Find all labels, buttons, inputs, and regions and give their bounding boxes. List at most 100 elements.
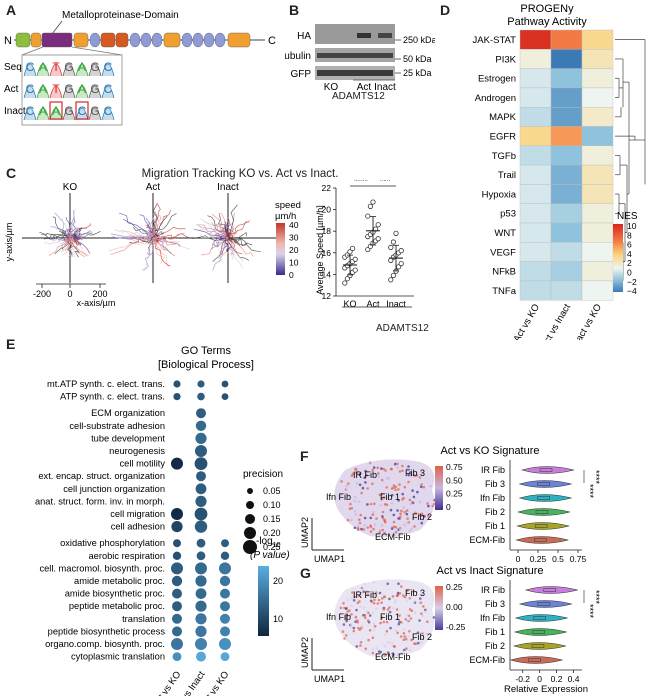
heatmap-cell bbox=[550, 87, 583, 108]
violin-shape bbox=[518, 480, 572, 488]
expression-colorbar-tick: 0.50 bbox=[446, 475, 463, 485]
base-letter: G bbox=[64, 82, 73, 96]
umap-point bbox=[403, 648, 406, 652]
umap-point bbox=[403, 523, 406, 527]
go-dot bbox=[172, 626, 182, 637]
umap-point bbox=[384, 520, 387, 524]
umap-point bbox=[354, 495, 357, 499]
heatmap-cell bbox=[550, 29, 583, 50]
go-dot bbox=[172, 551, 182, 560]
protein-domain-1 bbox=[15, 32, 31, 48]
heatmap-cell bbox=[519, 68, 552, 89]
go-term-label: cell motility bbox=[120, 459, 166, 469]
speed-point bbox=[347, 249, 353, 255]
track-plot-act bbox=[105, 193, 201, 283]
speed-point bbox=[390, 239, 396, 245]
go-dot bbox=[220, 588, 230, 599]
expression-colorbar-tick: 0.00 bbox=[446, 602, 463, 612]
heatmap-cell bbox=[581, 184, 614, 204]
speed-point bbox=[352, 267, 358, 273]
umap-point bbox=[357, 500, 361, 503]
umap-point bbox=[352, 599, 356, 602]
go-term-label: peptide biosynthetic process bbox=[48, 626, 166, 636]
umap-point bbox=[408, 630, 411, 633]
umap-point bbox=[401, 469, 404, 472]
migration-track bbox=[200, 218, 229, 239]
umap-point bbox=[374, 607, 378, 610]
umap-point bbox=[374, 591, 378, 594]
chromatogram-peak bbox=[62, 107, 76, 121]
umap-point bbox=[409, 473, 413, 477]
violin-x-tick-label: 0.4 bbox=[568, 674, 580, 684]
go-term-label: aerobic respiration bbox=[89, 551, 165, 561]
umap-point bbox=[396, 509, 399, 512]
heatmap-cell bbox=[519, 203, 552, 224]
umap-cluster-label: Fib 1 bbox=[380, 612, 400, 622]
heatmap-row-label: NFkB bbox=[492, 267, 516, 278]
umap-point bbox=[405, 509, 409, 512]
umap-point bbox=[380, 467, 383, 470]
migration-track bbox=[119, 212, 154, 239]
umap-point bbox=[382, 467, 385, 471]
violin-label: Ifn Fib bbox=[480, 493, 505, 503]
umap-point bbox=[391, 652, 395, 655]
umap-point bbox=[371, 513, 375, 516]
umap-point bbox=[423, 515, 426, 518]
c-terminus-label: C bbox=[268, 35, 276, 47]
protein-domain-2 bbox=[30, 32, 42, 48]
speed-point bbox=[349, 245, 356, 252]
umap-point bbox=[380, 478, 384, 482]
sequence-box bbox=[21, 54, 123, 126]
umap-point bbox=[342, 623, 346, 626]
violin-box bbox=[537, 602, 551, 606]
go-dot bbox=[172, 588, 182, 599]
chromatogram-peak bbox=[62, 85, 76, 99]
heatmap-row-label: Trail bbox=[498, 170, 516, 181]
umap-point bbox=[359, 605, 362, 608]
umap-point bbox=[363, 476, 366, 479]
umap-point bbox=[392, 513, 396, 517]
umap-point bbox=[368, 629, 372, 632]
heatmap-cell bbox=[519, 222, 552, 243]
umap-point bbox=[390, 501, 394, 505]
violin-sig: **** bbox=[591, 590, 601, 605]
umap2-label: UMAP2 bbox=[300, 637, 310, 668]
migration-track bbox=[48, 237, 71, 256]
base-letter: C bbox=[104, 104, 113, 118]
migration-track bbox=[227, 237, 244, 262]
heatmap-cell bbox=[550, 280, 583, 301]
umap-point bbox=[417, 513, 421, 517]
heatmap-title-2: Pathway Activity bbox=[507, 16, 587, 28]
track-x-tick-label: -200 bbox=[33, 289, 51, 299]
umap-point bbox=[403, 485, 407, 489]
umap-point bbox=[369, 502, 373, 506]
go-term-label: cell adhesion bbox=[111, 522, 165, 532]
blot-label-tubulin: Tubulin bbox=[285, 51, 311, 62]
violin-sig: **** bbox=[591, 470, 601, 485]
umap-point bbox=[390, 493, 394, 497]
umap-point bbox=[392, 520, 396, 524]
umap-point bbox=[396, 631, 399, 635]
heatmap-column-label: Act vs Inact bbox=[539, 302, 573, 340]
go-title-2: [Biological Process] bbox=[158, 359, 254, 371]
violin-x-tick-label: 0 bbox=[537, 674, 542, 684]
umap-point bbox=[422, 485, 426, 489]
migration-track bbox=[224, 237, 232, 252]
umap-point bbox=[429, 485, 432, 488]
go-dot bbox=[195, 575, 207, 587]
chromatogram-peak bbox=[75, 63, 89, 77]
go-term-label: tube development bbox=[91, 433, 165, 443]
expression-colorbar bbox=[435, 466, 443, 510]
heatmap-cell bbox=[581, 106, 614, 127]
umap-point bbox=[388, 606, 391, 609]
umap-point bbox=[381, 515, 384, 518]
umap-point bbox=[400, 651, 404, 655]
go-dot bbox=[196, 408, 206, 419]
umap-point bbox=[359, 513, 362, 517]
heatmap-row-label: p53 bbox=[500, 209, 516, 220]
umap-point bbox=[398, 470, 402, 473]
umap-point bbox=[369, 525, 373, 529]
umap-point bbox=[406, 521, 409, 525]
